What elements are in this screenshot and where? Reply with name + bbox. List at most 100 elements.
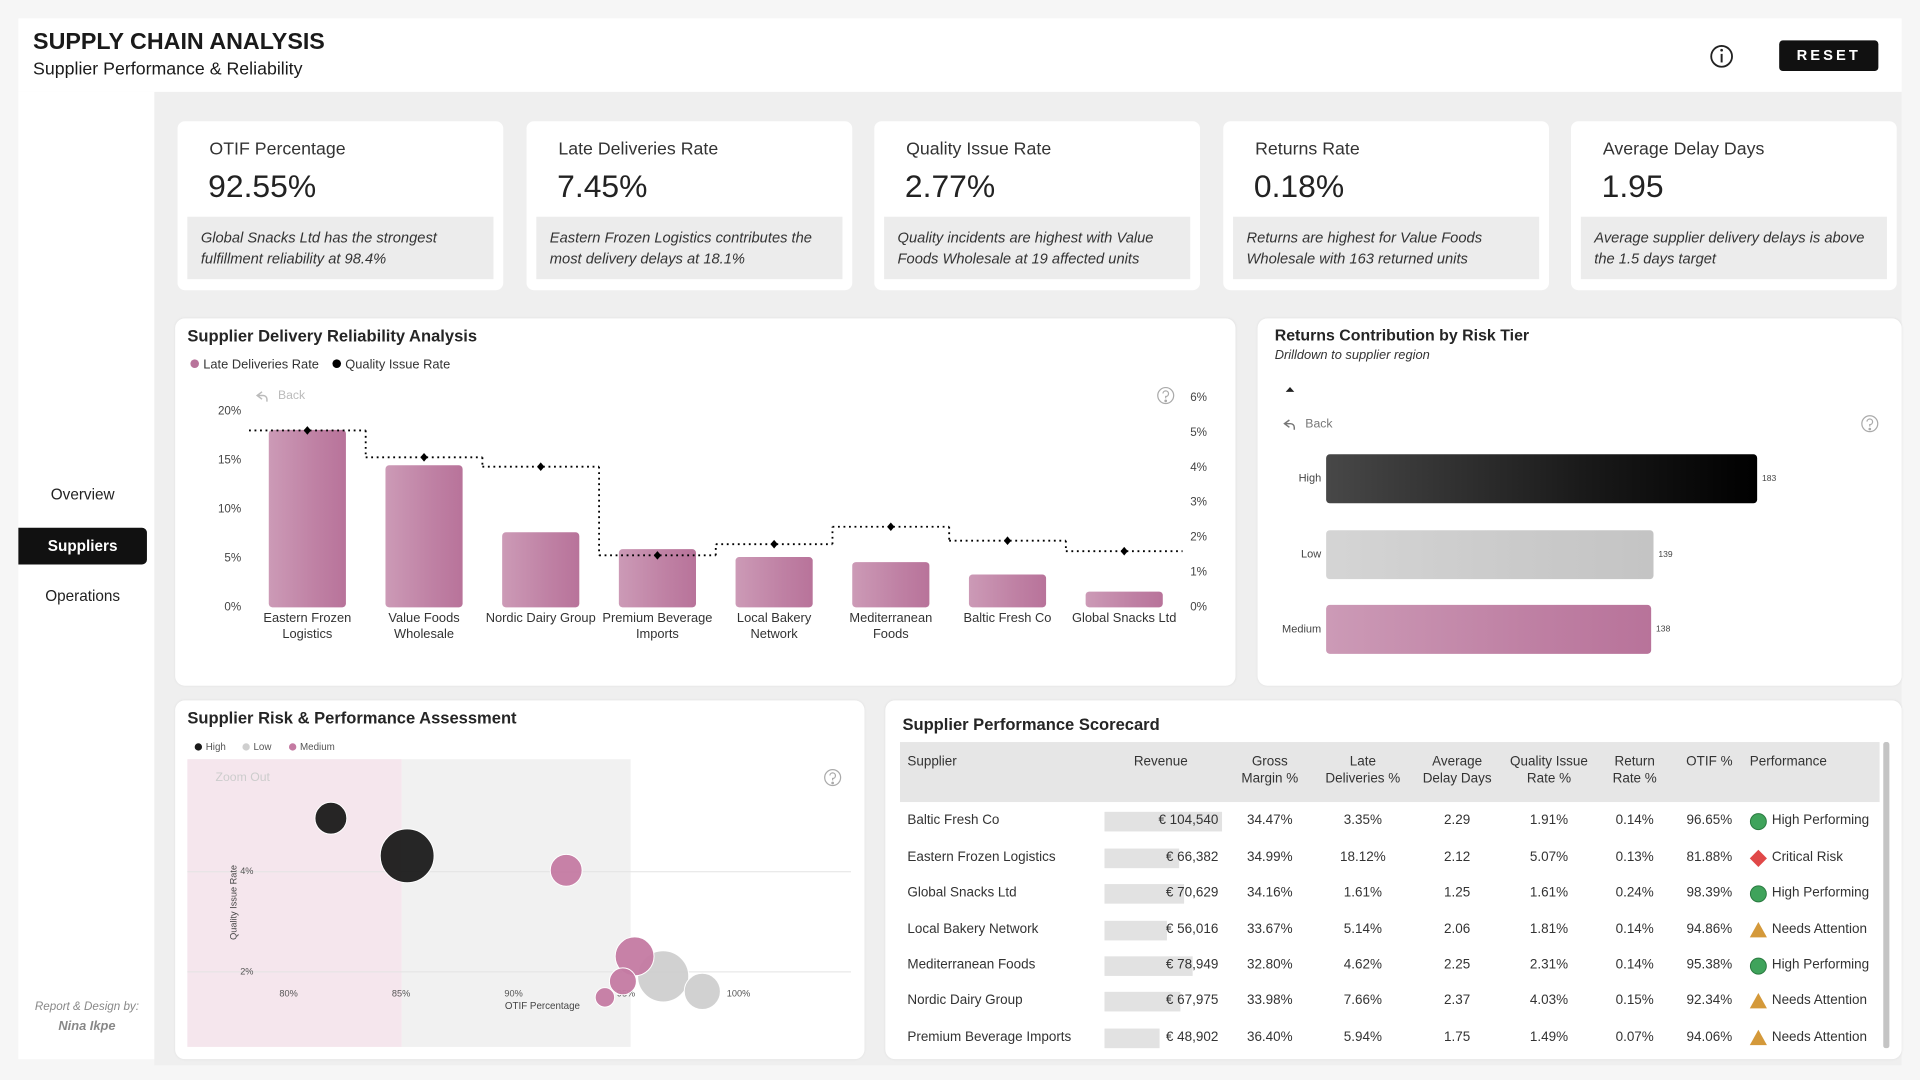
metric-cell: 0.13% (1615, 849, 1654, 865)
status-icon (1749, 922, 1767, 938)
metric-cell: 34.99% (1246, 849, 1293, 865)
revenue-bar (1104, 956, 1194, 976)
column-header: OTIF % (1686, 754, 1733, 769)
x-tick-label: 85% (392, 989, 410, 999)
x-axis-label: OTIF Percentage (505, 1001, 580, 1012)
nav-item[interactable]: Operations (45, 587, 121, 605)
bar (1085, 591, 1163, 608)
metric-cell: 33.98% (1246, 993, 1293, 1008)
kpi-note: Average supplier delivery delays is abov… (1580, 216, 1887, 280)
column-header: Supplier (907, 754, 957, 769)
kpi-value: 7.45% (557, 167, 648, 205)
status-icon (1749, 813, 1767, 831)
metric-cell: 34.47% (1246, 813, 1293, 828)
legend-marker (288, 743, 297, 751)
metric-cell: 4.62% (1343, 957, 1382, 973)
metric-cell: 1.61% (1529, 885, 1569, 900)
line-marker (420, 453, 428, 462)
header-info-icon[interactable] (1710, 45, 1733, 68)
performance-cell: High Performing (1771, 885, 1870, 900)
help-icon[interactable] (1861, 415, 1879, 433)
reliability-panel (175, 318, 1236, 686)
x-tick-label: Mediterranean Foods (849, 611, 933, 642)
y2-tick-label: 6% (1190, 391, 1207, 404)
line-marker (537, 462, 545, 471)
kpi-label: Returns Rate (1255, 139, 1360, 160)
bar (852, 562, 930, 608)
metric-cell: 95.38% (1686, 957, 1733, 973)
metric-cell: 2.31% (1529, 957, 1569, 973)
supplier-cell: Global Snacks Ltd (907, 885, 1017, 900)
chart-title: Supplier Risk & Performance Assessment (187, 708, 517, 728)
bubble (594, 987, 616, 1008)
author: Nina Ikpe (58, 1018, 116, 1034)
y2-tick-label: 5% (1190, 426, 1207, 439)
column-header: Revenue (1133, 754, 1188, 769)
metric-cell: 18.12% (1340, 849, 1386, 865)
zoom-button[interactable]: Zoom Out (215, 771, 270, 785)
help-icon[interactable] (824, 768, 842, 787)
metric-cell: 0.24% (1615, 885, 1654, 900)
help-icon[interactable] (1157, 386, 1175, 405)
metric-cell: 0.14% (1615, 957, 1654, 973)
x-tick-label: 90% (504, 989, 522, 999)
revenue-cell: € 66,382 (1165, 849, 1219, 865)
y-tick-label: High (1299, 473, 1322, 485)
metric-cell: 94.86% (1686, 922, 1733, 937)
metric-cell: 36.40% (1246, 1029, 1293, 1045)
nav-item[interactable]: Overview (50, 486, 115, 504)
status-icon (1749, 885, 1767, 903)
bubble (314, 801, 348, 835)
metric-cell: 1.49% (1529, 1029, 1569, 1045)
metric-cell: 1.81% (1529, 922, 1569, 937)
metric-cell: 0.15% (1615, 993, 1654, 1008)
column-header: Average Delay Days (1422, 754, 1492, 787)
back-arrow[interactable] (255, 391, 268, 402)
chart-subtitle: Drilldown to supplier region (1274, 347, 1430, 363)
legend-label: Quality Issue Rate (345, 356, 450, 371)
metric-cell: 2.12 (1444, 849, 1471, 865)
metric-cell: 0.14% (1615, 922, 1654, 937)
performance-cell: Needs Attention (1771, 993, 1867, 1008)
bubble (379, 828, 435, 884)
bar (968, 574, 1047, 608)
x-tick-label: Global Snacks Ltd (1072, 611, 1177, 626)
kpi-note: Global Snacks Ltd has the strongest fulf… (187, 216, 494, 280)
kpi-value: 2.77% (904, 167, 996, 205)
metric-cell: 0.14% (1615, 813, 1654, 828)
data-label: 138 (1656, 624, 1671, 634)
line-marker (887, 522, 895, 532)
reset-button[interactable]: RESET (1779, 40, 1879, 72)
legend-label: Late Deliveries Rate (203, 356, 319, 371)
performance-cell: High Performing (1771, 957, 1870, 973)
bar (385, 465, 463, 608)
metric-cell: 1.91% (1529, 813, 1569, 828)
bubble (549, 853, 583, 887)
zone-band (187, 759, 402, 1047)
y-axis-label: Quality Issue Rate (228, 865, 238, 940)
x-tick-label: Nordic Dairy Group (485, 611, 596, 626)
kpi-label: Average Delay Days (1602, 139, 1765, 160)
x-tick-label: 100% (727, 989, 750, 999)
y-tick-label: 15% (218, 453, 241, 466)
back-button[interactable]: Back (277, 389, 306, 403)
status-icon (1749, 849, 1767, 867)
back-button[interactable]: Back (1305, 417, 1333, 432)
bar (1326, 604, 1652, 654)
revenue-cell: € 56,016 (1165, 922, 1219, 937)
metric-cell: 96.65% (1686, 813, 1733, 828)
nav-item[interactable]: Suppliers (18, 527, 147, 565)
metric-cell: 1.75 (1444, 1029, 1471, 1045)
y-tick-label: 0% (224, 600, 241, 613)
kpi-value: 0.18% (1253, 167, 1345, 205)
revenue-bar (1104, 991, 1181, 1012)
legend-marker (242, 743, 250, 751)
drill-icon[interactable] (1285, 386, 1295, 392)
bar (502, 532, 580, 608)
back-arrow[interactable] (1283, 419, 1296, 430)
revenue-bar (1104, 884, 1184, 904)
bar (618, 549, 697, 608)
performance-cell: Critical Risk (1771, 849, 1843, 865)
column-header: Return Rate % (1612, 754, 1657, 787)
